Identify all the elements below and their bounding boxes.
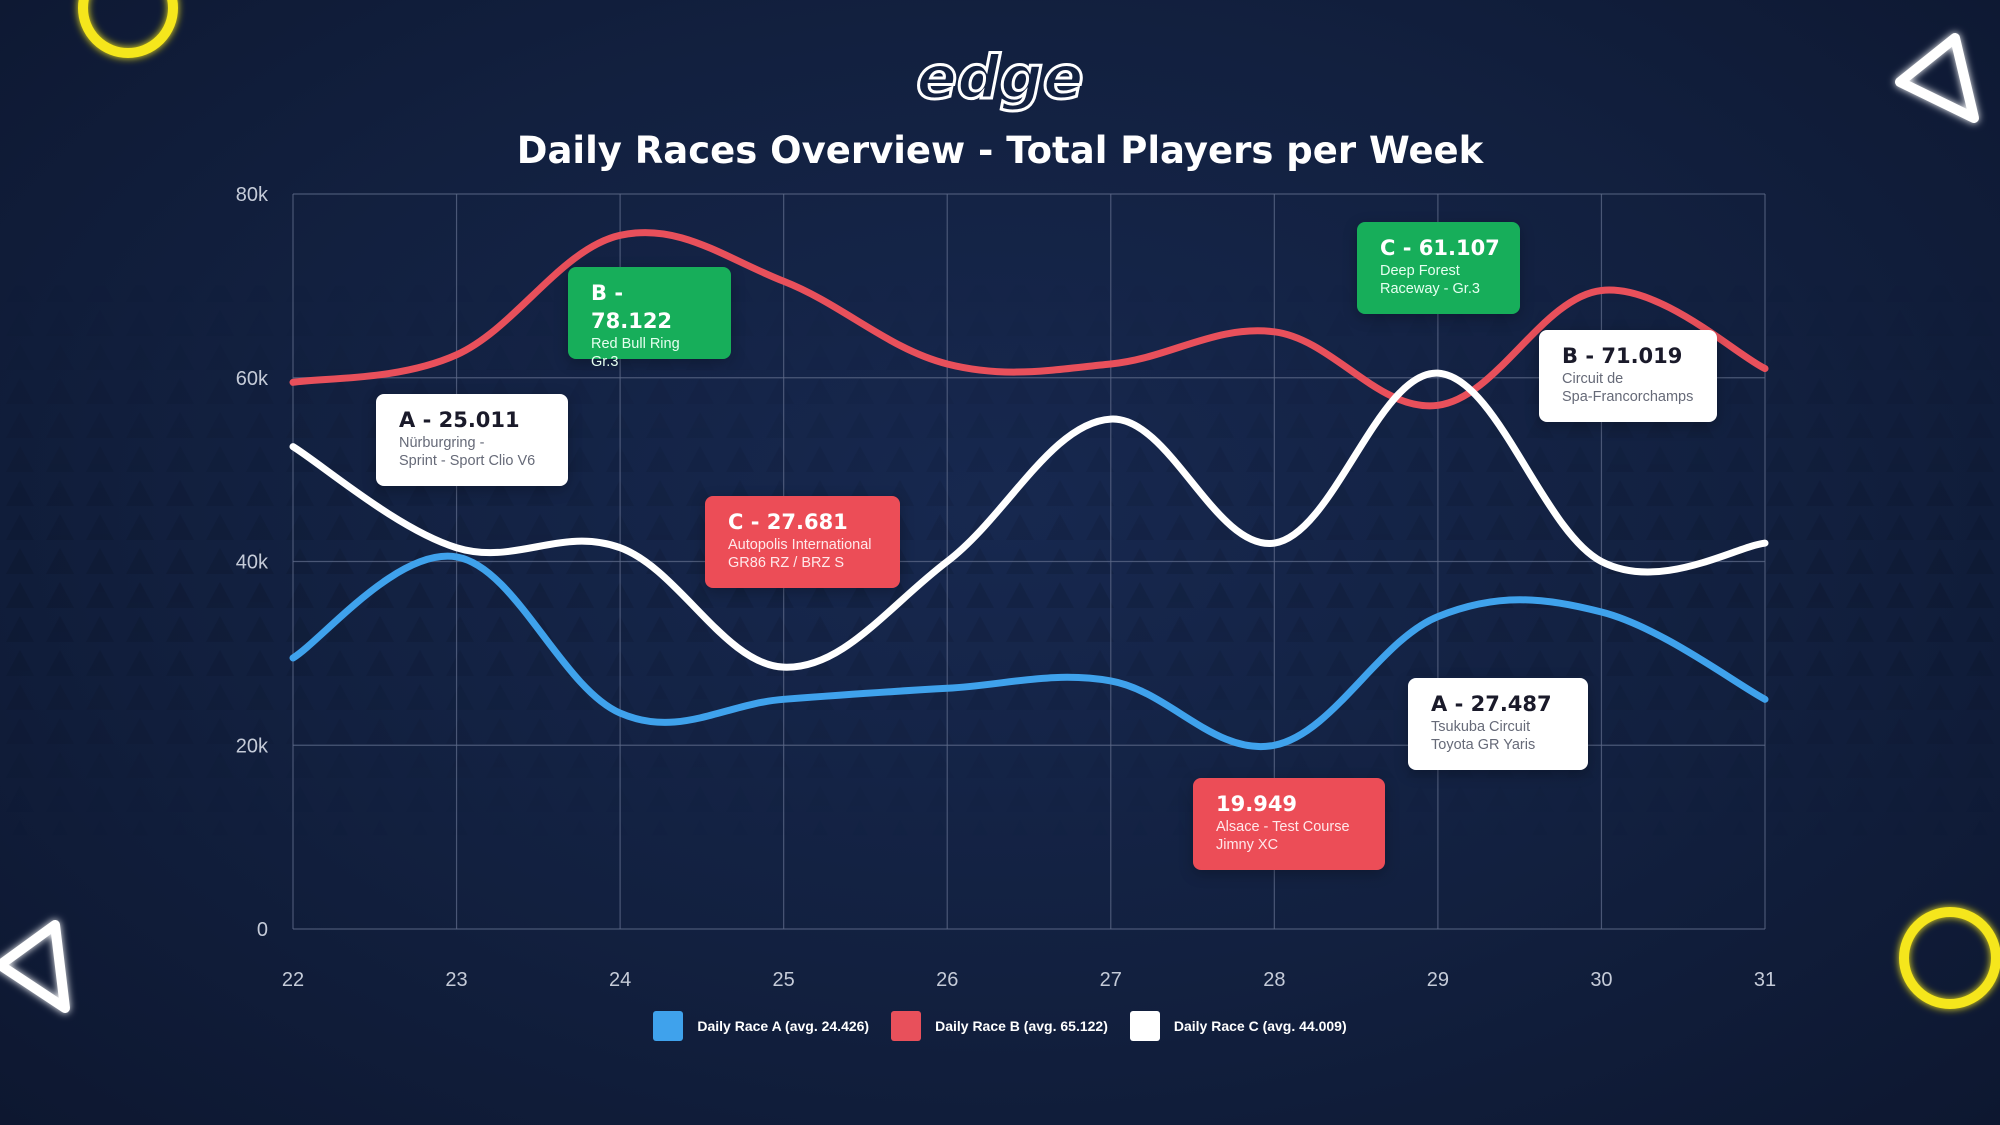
annotation-detail: Circuit de xyxy=(1562,371,1624,387)
annotation-heading: 19.949 xyxy=(1216,792,1298,816)
edge-logo: edge xyxy=(915,42,1085,115)
y-tick-label: 0 xyxy=(257,919,268,941)
annotation-detail: Tsukuba Circuit xyxy=(1431,719,1531,735)
x-tick-label: 27 xyxy=(1100,969,1122,991)
annotation-detail: Alsace - Test Course xyxy=(1216,819,1350,835)
annotation-detail: Spa-Francorchamps xyxy=(1562,389,1694,405)
annotation-detail: Raceway - Gr.3 xyxy=(1380,281,1480,297)
legend-label-a: Daily Race A (avg. 24.426) xyxy=(697,1018,870,1034)
annotation-callout: B - 71.019 Circuit de Spa-Francorchamps xyxy=(1539,330,1717,422)
annotation-callout: B - 78.122 Red Bull Ring Gr.3 xyxy=(568,267,731,370)
series-line-c xyxy=(289,369,1769,671)
legend-swatch-b xyxy=(891,1011,922,1041)
legend-item-b[interactable]: Daily Race B (avg. 65.122) xyxy=(891,1011,1108,1041)
annotation-detail: Red Bull Ring xyxy=(591,336,680,352)
legend-label-b: Daily Race B (avg. 65.122) xyxy=(935,1018,1108,1034)
annotation-callout: C - 61.107 Deep Forest Raceway - Gr.3 xyxy=(1357,222,1520,314)
x-tick-label: 24 xyxy=(609,969,631,991)
logo-text: edge xyxy=(916,43,1083,113)
y-axis-ticks: 0 20k 40k 60k 80k xyxy=(236,184,269,941)
annotation-detail: Deep Forest xyxy=(1380,263,1460,279)
ring-bottom-right-icon xyxy=(1899,907,2000,1009)
legend: Daily Race A (avg. 24.426) Daily Race B … xyxy=(0,1011,2000,1041)
annotation-heading: C - 61.107 xyxy=(1380,236,1500,260)
annotation-heading: B - 78.122 xyxy=(591,281,673,333)
annotation-callout: A - 27.487 Tsukuba Circuit Toyota GR Yaris xyxy=(1408,678,1588,770)
annotation-detail: Jimny XC xyxy=(1216,837,1279,853)
annotation-callout: C - 27.681 Autopolis International GR86 RZ… xyxy=(705,496,900,588)
annotation-heading: C - 27.681 xyxy=(728,510,848,534)
legend-item-a[interactable]: Daily Race A (avg. 24.426) xyxy=(653,1011,869,1041)
x-tick-label: 28 xyxy=(1263,969,1285,991)
chart-grid xyxy=(292,193,1766,930)
annotation-heading: A - 27.487 xyxy=(1431,692,1552,716)
legend-swatch-c xyxy=(1129,1011,1160,1041)
x-tick-label: 29 xyxy=(1427,969,1449,991)
annotation-heading: A - 25.011 xyxy=(399,408,520,432)
ring-top-left-icon xyxy=(78,0,178,58)
y-tick-label: 20k xyxy=(236,735,269,757)
x-tick-label: 26 xyxy=(936,969,958,991)
y-tick-label: 40k xyxy=(236,552,269,574)
y-tick-label: 60k xyxy=(236,368,269,390)
triangle-top-right-icon xyxy=(1895,33,1979,123)
series-line-b xyxy=(289,229,1769,410)
legend-swatch-a xyxy=(653,1011,684,1041)
series-lines xyxy=(289,229,1769,751)
y-tick-label: 80k xyxy=(236,184,269,206)
annotation-callout: A - 25.011 Nürburgring - Sprint - Sport Cl… xyxy=(376,394,568,486)
x-axis-ticks: 22 23 24 25 26 27 28 29 30 31 xyxy=(282,969,1776,991)
legend-label-c: Daily Race C (avg. 44.009) xyxy=(1173,1018,1347,1034)
x-tick-label: 30 xyxy=(1590,969,1612,991)
annotation-detail: Nürburgring - xyxy=(399,435,485,451)
series-line-a xyxy=(289,552,1769,751)
annotation-heading: B - 71.019 xyxy=(1562,344,1683,368)
triangle-bottom-left-icon xyxy=(0,920,70,1013)
annotation-detail: Gr.3 xyxy=(591,354,619,370)
x-tick-label: 22 xyxy=(282,969,304,991)
x-tick-label: 31 xyxy=(1754,969,1776,991)
annotation-detail: Sprint - Sport Clio V6 xyxy=(399,453,536,469)
x-tick-label: 25 xyxy=(773,969,795,991)
annotation-detail: GR86 RZ / BRZ S xyxy=(728,555,845,571)
annotation-callout: 19.949 Alsace - Test Course Jimny XC xyxy=(1193,778,1385,870)
annotation-detail: Toyota GR Yaris xyxy=(1431,737,1536,753)
legend-item-c[interactable]: Daily Race C (avg. 44.009) xyxy=(1129,1011,1347,1041)
annotation-detail: Autopolis International xyxy=(728,537,872,553)
chart-title: Daily Races Overview - Total Players per… xyxy=(517,129,1485,172)
x-tick-label: 23 xyxy=(445,969,467,991)
